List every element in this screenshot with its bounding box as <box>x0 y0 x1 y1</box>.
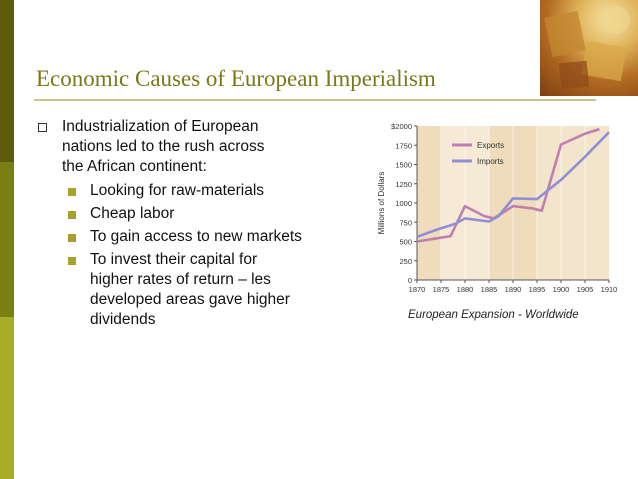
sub-bullet-4-line-1: To invest their capital for <box>90 251 258 268</box>
main-bullet-line-3: the African continent: <box>62 158 207 175</box>
main-bullet-line-1: Industrialization of European <box>62 118 259 135</box>
sub-bullet-4-line-4: dividends <box>90 311 156 328</box>
decorative-corner-image <box>540 0 638 96</box>
y-tick-label: 250 <box>399 257 412 266</box>
sub-bullet-icon <box>68 257 76 265</box>
y-tick-label: 1250 <box>395 180 412 189</box>
left-accent-bar <box>0 0 14 479</box>
x-tick-label: 1895 <box>529 285 546 294</box>
y-tick-label: 750 <box>399 218 412 227</box>
sub-bullet-2: Cheap labor <box>90 205 175 222</box>
period-band <box>537 126 609 280</box>
x-tick-label: 1900 <box>553 285 570 294</box>
accent-bar-light <box>0 317 14 479</box>
main-bullet-icon <box>38 123 47 132</box>
y-tick-label: 1500 <box>395 161 412 170</box>
y-tick-label: 1000 <box>395 199 412 208</box>
accent-bar-mid <box>0 162 14 317</box>
x-tick-label: 1885 <box>481 285 498 294</box>
x-tick-label: 1910 <box>601 285 618 294</box>
x-tick-label: 1875 <box>433 285 450 294</box>
y-axis-label: Millions of Dollars <box>377 172 386 235</box>
sub-bullet-4-line-3: developed areas gave higher <box>90 291 290 308</box>
sub-bullet-icon <box>68 188 76 196</box>
legend-label: Exports <box>477 141 504 150</box>
x-tick-label: 1870 <box>409 285 426 294</box>
slide-title: Economic Causes of European Imperialism <box>36 66 436 91</box>
x-tick-label: 1890 <box>505 285 522 294</box>
sub-bullet-4-line-2: higher rates of return – les <box>90 271 271 288</box>
legend-label: Imports <box>477 157 504 166</box>
y-tick-label: $2000 <box>391 122 412 131</box>
trade-line-chart: 0 250 500 750 1000 1250 1500 1750 $2000 1870 1875 1… <box>377 122 618 294</box>
y-tick-label: 1750 <box>395 141 412 150</box>
y-tick-label: 0 <box>408 276 412 285</box>
title-divider <box>34 99 596 101</box>
series-line-imports <box>416 131 610 239</box>
period-band <box>417 126 441 280</box>
x-tick-label: 1905 <box>577 285 594 294</box>
main-bullet-line-2: nations led to the rush across <box>62 138 265 155</box>
sub-bullet-icon <box>68 234 76 242</box>
sub-bullet-1: Looking for raw-materials <box>90 182 265 199</box>
y-tick-label: 500 <box>399 238 412 247</box>
sub-bullet-3: To gain access to new markets <box>90 228 302 245</box>
sub-bullet-icon <box>68 211 76 219</box>
x-tick-label: 1880 <box>457 285 474 294</box>
accent-bar-dark <box>0 0 14 162</box>
chart-caption: European Expansion - Worldwide <box>408 309 579 321</box>
